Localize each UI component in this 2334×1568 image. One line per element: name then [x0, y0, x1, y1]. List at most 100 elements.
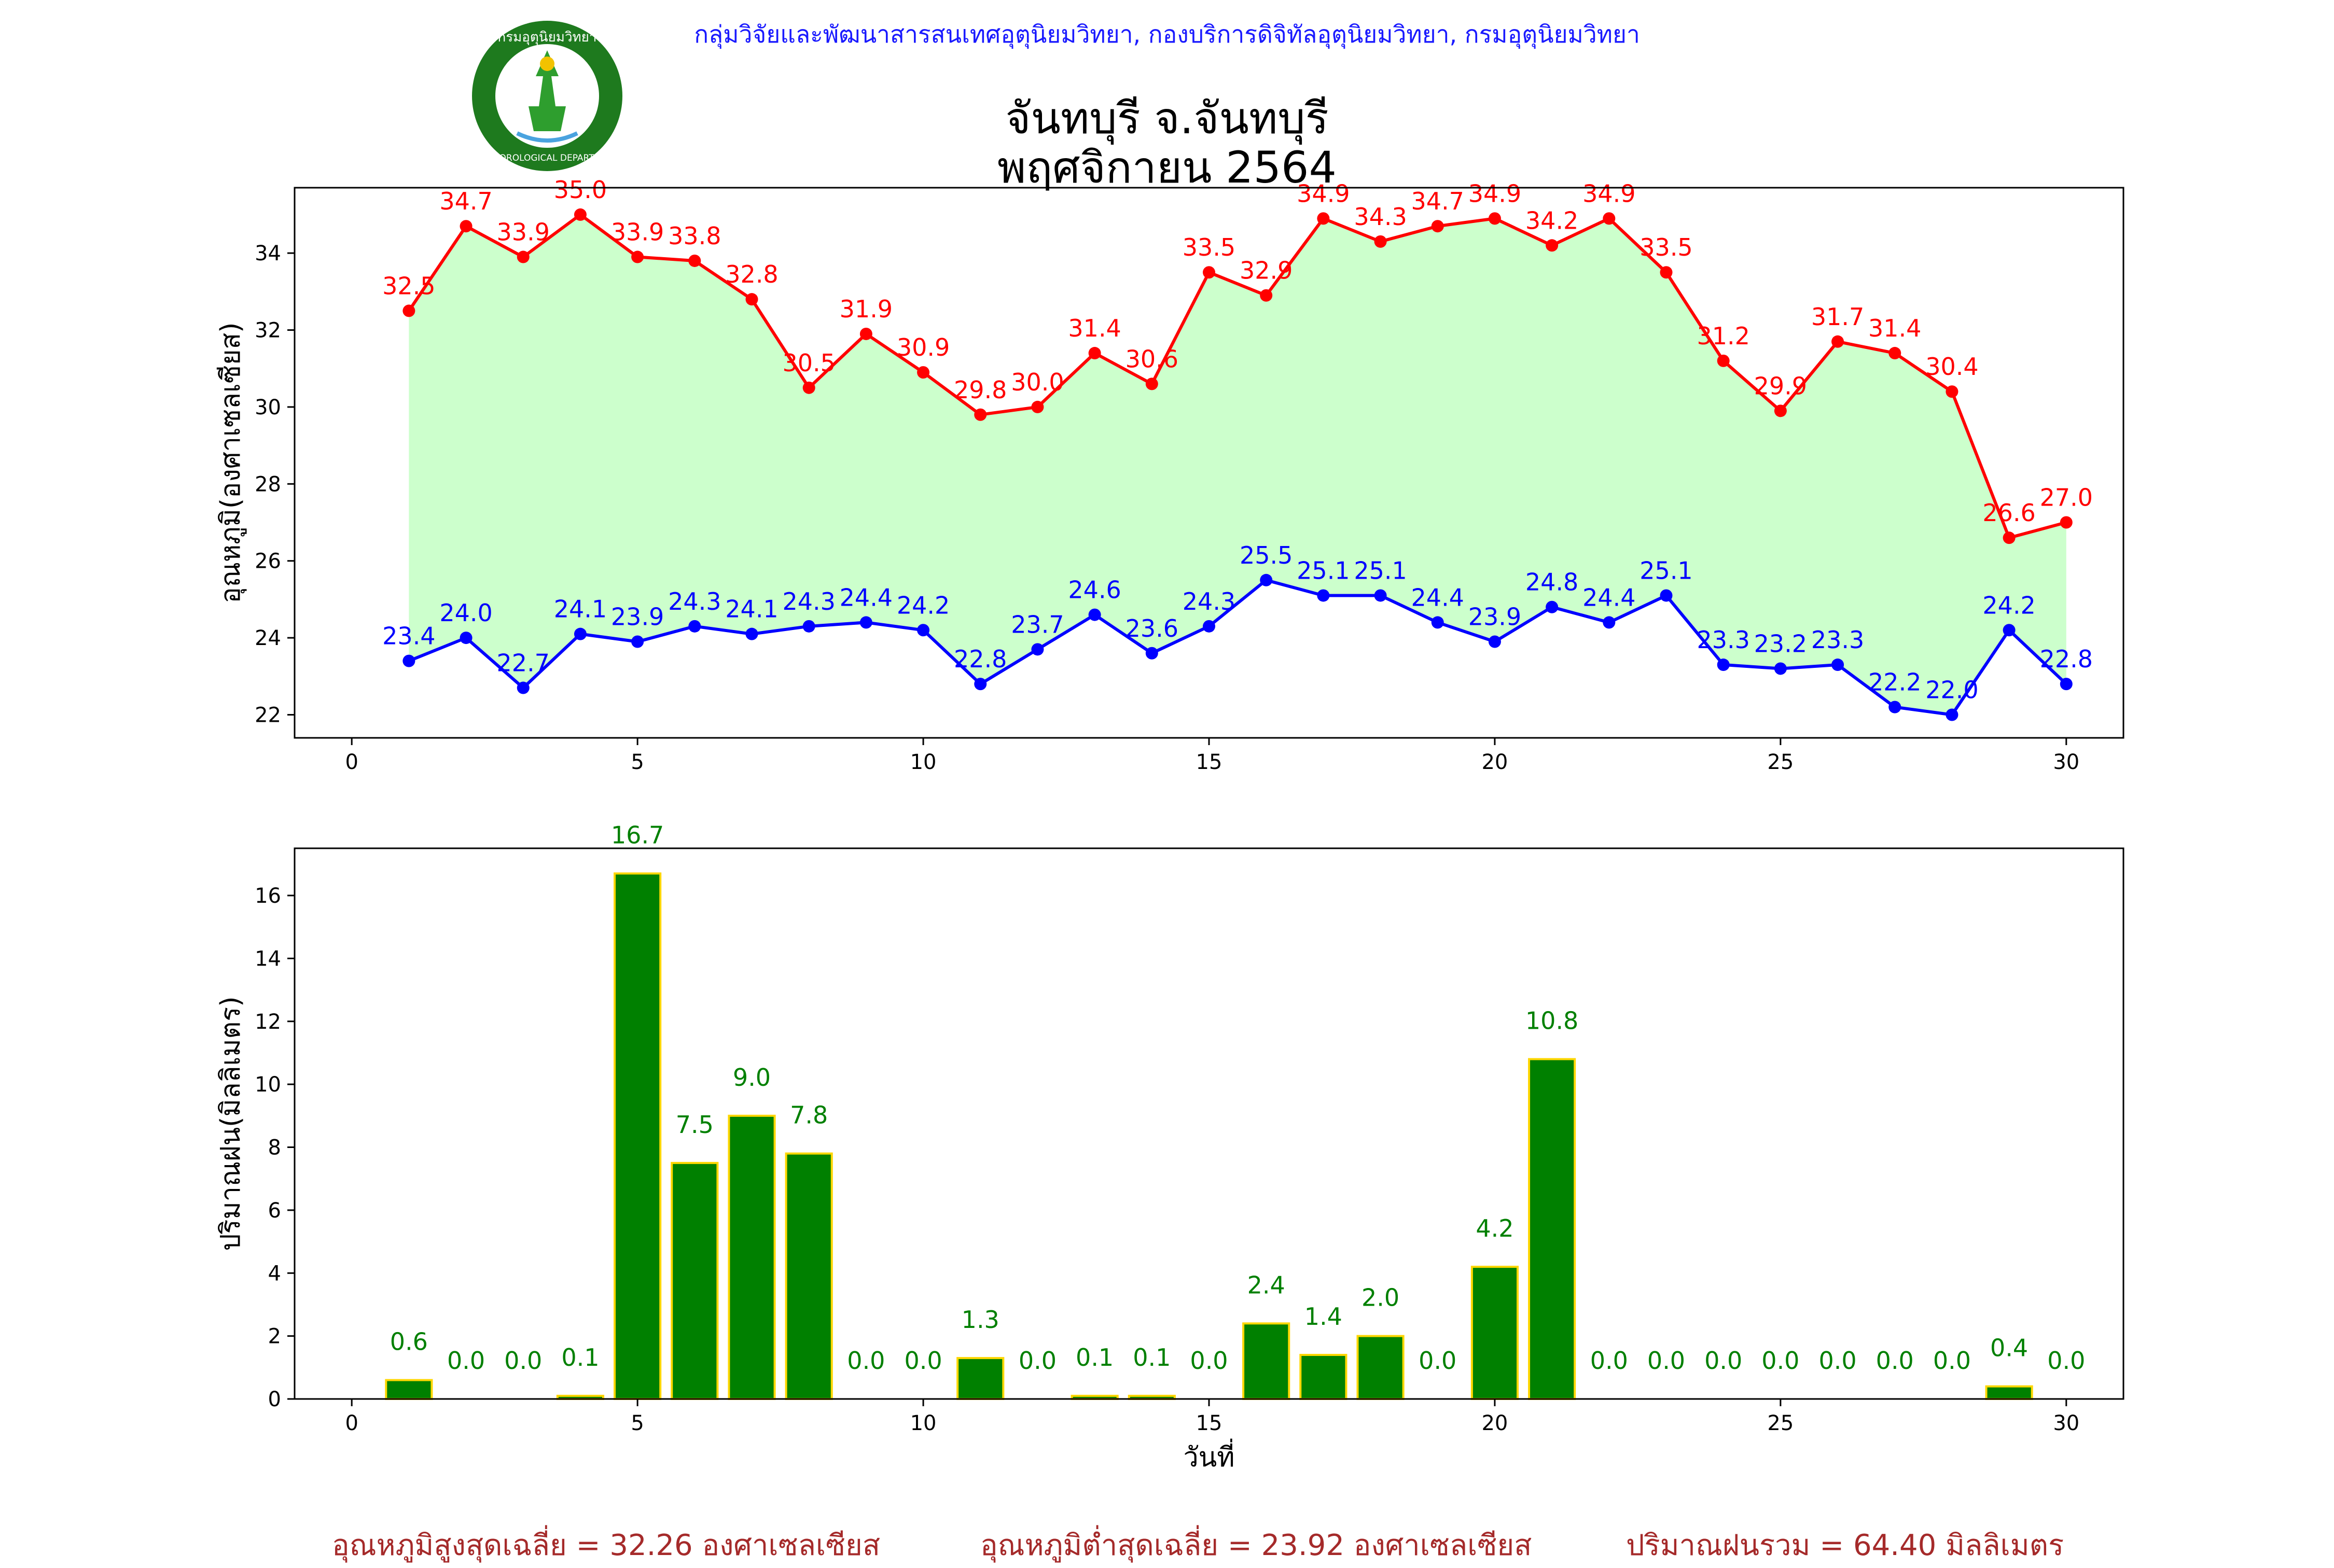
rainfall-data-label: 1.4 [1304, 1303, 1342, 1331]
min-temp-point [460, 632, 473, 645]
max-temp-point [1660, 266, 1673, 279]
min-temp-point [1888, 701, 1901, 713]
max-temp-point [917, 366, 930, 379]
max-temp-point [974, 408, 987, 421]
max-temp-point [1488, 212, 1501, 225]
temperature-y-tick-label: 32 [255, 319, 281, 343]
max-temp-point [688, 254, 701, 267]
min-temp-point [402, 654, 415, 667]
rainfall-bar [1356, 1335, 1405, 1401]
min-temp-data-label: 23.7 [1011, 610, 1064, 638]
rainfall-x-tick-label: 20 [1481, 1411, 1508, 1435]
chart-title-station: จันทบุรี จ.จันทบุรี [1005, 93, 1329, 144]
rainfall-data-label: 0.0 [2047, 1347, 2085, 1375]
min-temp-data-label: 23.9 [1468, 603, 1521, 631]
min-temp-point [1260, 573, 1273, 586]
min-temp-point [1488, 635, 1501, 648]
max-temp-point [745, 293, 758, 306]
max-temp-point [631, 250, 644, 263]
rainfall-data-label: 0.0 [1590, 1347, 1628, 1375]
min-temp-point [1774, 662, 1787, 675]
rainfall-y-tick-label: 16 [255, 884, 281, 908]
header-credit: กลุ่มวิจัยและพัฒนาสารสนเทศอุตุนิยมวิทยา,… [694, 20, 1640, 48]
max-temp-data-label: 29.8 [954, 376, 1007, 404]
rainfall-x-tick-label: 0 [345, 1411, 358, 1435]
max-temp-point [1260, 289, 1273, 302]
temperature-y-tick-label: 34 [255, 242, 281, 265]
rainfall-bar [614, 872, 662, 1400]
temperature-x-tick-label: 25 [1767, 750, 1794, 774]
min-temp-data-label: 24.6 [1068, 576, 1121, 604]
min-temp-data-label: 22.7 [497, 649, 550, 677]
min-temp-data-label: 24.3 [1183, 587, 1235, 615]
max-temp-data-label: 32.8 [725, 260, 778, 288]
temperature-y-tick-label: 26 [255, 550, 281, 573]
min-temp-point [1088, 608, 1101, 621]
max-temp-point [1774, 404, 1787, 417]
temperature-y-tick-label: 28 [255, 472, 281, 496]
rainfall-y-tick-label: 2 [268, 1325, 281, 1349]
max-temp-point [1603, 212, 1616, 225]
min-temp-line [408, 578, 2067, 717]
rainfall-x-tick-label: 30 [2053, 1411, 2079, 1435]
min-temp-point [1431, 616, 1444, 629]
rainfall-data-label: 7.5 [676, 1111, 714, 1139]
logo-deity-figure [529, 50, 566, 131]
temperature-x-tick-label: 20 [1481, 750, 1508, 774]
max-temp-data-label: 33.5 [1640, 233, 1692, 261]
min-temp-data-label: 24.3 [668, 587, 721, 615]
max-temp-data-label: 33.8 [668, 222, 721, 250]
min-temp-point [1717, 659, 1730, 671]
rainfall-bar [1299, 1354, 1347, 1401]
temperature-y-tick-label: 22 [255, 703, 281, 727]
min-temp-data-label: 24.8 [1525, 568, 1578, 596]
min-temp-point [2060, 678, 2073, 691]
min-temp-point [1546, 600, 1559, 613]
max-temp-data-label: 33.9 [497, 218, 550, 246]
min-temp-data-label: 24.1 [725, 595, 778, 623]
min-temp-data-label: 25.1 [1297, 556, 1350, 584]
max-temp-data-label: 34.9 [1582, 179, 1635, 207]
rainfall-data-label: 1.3 [962, 1306, 999, 1334]
max-temp-data-label: 30.5 [782, 349, 835, 377]
max-temp-data-label: 32.9 [1240, 257, 1293, 285]
max-temp-point [402, 304, 415, 317]
min-temp-data-label: 24.2 [897, 591, 950, 619]
min-temp-data-label: 24.0 [439, 599, 492, 627]
min-temp-point [574, 627, 587, 640]
max-temp-point [1946, 385, 1958, 398]
max-temp-data-label: 34.7 [439, 187, 492, 215]
min-temp-data-label: 23.6 [1126, 614, 1178, 642]
max-temp-point [1546, 239, 1559, 252]
rainfall-data-label: 0.0 [1647, 1347, 1685, 1375]
rainfall-data-label: 9.0 [733, 1063, 771, 1091]
max-temp-data-label: 34.9 [1297, 179, 1350, 207]
rainfall-data-label: 0.0 [1818, 1347, 1856, 1375]
rainfall-data-label: 0.0 [1876, 1347, 1914, 1375]
max-temp-data-label: 31.9 [840, 295, 893, 323]
min-temp-data-label: 23.3 [1697, 626, 1749, 654]
rainfall-data-label: 7.8 [790, 1101, 828, 1129]
min-temp-data-label: 22.2 [1868, 668, 1921, 696]
rainfall-y-tick-label: 14 [255, 947, 281, 971]
max-temp-point [2060, 516, 2073, 529]
min-temp-point [1946, 708, 1958, 721]
rainfall-bar [1242, 1322, 1290, 1400]
min-temp-point [631, 635, 644, 648]
min-temp-data-label: 24.4 [1411, 583, 1464, 611]
min-temp-point [1374, 589, 1387, 602]
min-temp-point [1831, 659, 1844, 671]
min-temp-point [1145, 647, 1158, 660]
min-temp-point [745, 627, 758, 640]
max-temp-data-label: 31.4 [1868, 314, 1921, 342]
rainfall-bar [785, 1152, 833, 1400]
rainfall-x-axis-label: วันที่ [1183, 1438, 1234, 1473]
min-temp-point [2003, 624, 2016, 637]
max-temp-data-label: 31.2 [1697, 322, 1749, 350]
max-temp-data-label: 32.5 [382, 272, 435, 300]
rainfall-y-tick-label: 12 [255, 1010, 281, 1034]
max-temp-point [1888, 347, 1901, 360]
max-temp-point [1145, 377, 1158, 390]
max-temp-data-label: 34.2 [1525, 206, 1578, 234]
max-temp-point [460, 220, 473, 233]
